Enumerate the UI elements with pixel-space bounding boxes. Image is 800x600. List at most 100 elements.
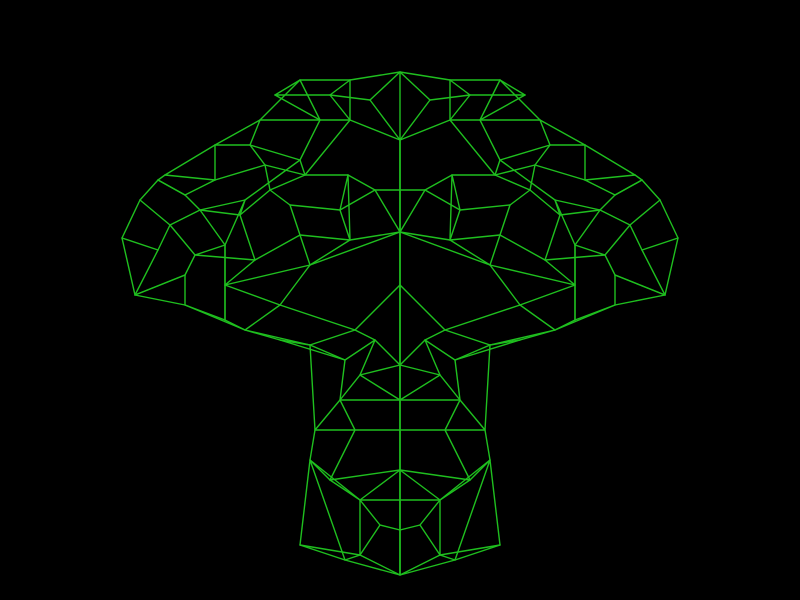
- mesh-edge: [424, 339, 456, 361]
- mesh-edge: [629, 199, 661, 226]
- mesh-edge: [254, 234, 301, 261]
- mesh-edge: [274, 79, 301, 96]
- mesh-edge: [329, 479, 361, 501]
- mesh-edge: [289, 204, 301, 236]
- mesh-edge: [499, 234, 546, 261]
- mesh-edge: [499, 79, 541, 121]
- mesh-edge: [239, 214, 256, 261]
- mesh-edge: [399, 99, 431, 141]
- mesh-edge: [299, 234, 351, 241]
- mesh-edge: [309, 459, 361, 501]
- mesh-edge: [449, 209, 461, 241]
- mesh-edge: [484, 344, 491, 431]
- mesh-edge: [399, 71, 451, 81]
- mesh-edge: [499, 144, 551, 161]
- mesh-edge: [249, 144, 266, 166]
- mesh-edge: [479, 94, 526, 121]
- mesh-edge: [424, 189, 461, 211]
- mesh-edge: [121, 237, 136, 296]
- mesh-edge: [444, 329, 491, 346]
- mesh-edge: [269, 174, 306, 191]
- mesh-edge: [399, 231, 491, 266]
- mesh-edge: [214, 164, 266, 181]
- mesh-edge: [399, 469, 471, 481]
- mesh-edge: [449, 94, 471, 121]
- mesh-edge: [539, 119, 586, 146]
- mesh-edge: [329, 429, 356, 481]
- mesh-edge: [494, 159, 501, 176]
- mesh-edge: [224, 264, 311, 286]
- mesh-edge: [489, 234, 501, 266]
- mesh-edge: [641, 237, 679, 251]
- mesh-edge: [399, 119, 451, 141]
- mesh-edge: [239, 199, 246, 216]
- mesh-edge: [314, 399, 341, 431]
- mesh-edge: [519, 304, 556, 331]
- mesh-edge: [169, 209, 201, 226]
- mesh-edge: [349, 71, 401, 81]
- mesh-edge: [344, 559, 401, 576]
- mesh-edge: [369, 99, 401, 141]
- mesh-edge: [439, 554, 456, 561]
- mesh-edge: [359, 339, 376, 376]
- mesh-edge: [299, 544, 346, 561]
- mesh-edge: [539, 119, 551, 146]
- mesh-edge: [359, 364, 401, 376]
- mesh-edge: [224, 199, 246, 246]
- mesh-edge: [329, 79, 351, 96]
- mesh-edge: [184, 179, 216, 196]
- mesh-edge: [309, 429, 316, 461]
- mesh-edge: [399, 284, 446, 331]
- mesh-edge: [439, 459, 491, 501]
- mesh-edge: [629, 224, 643, 251]
- mesh-edge: [554, 199, 576, 246]
- mesh-edge: [459, 399, 486, 431]
- mesh-edge: [339, 359, 346, 401]
- mesh-edge: [489, 329, 556, 346]
- mesh-edge: [554, 199, 601, 211]
- mesh-edge: [139, 199, 171, 226]
- mesh-edge: [339, 374, 361, 401]
- mesh-edge: [659, 199, 679, 239]
- mesh-edge: [157, 224, 171, 251]
- mesh-edge: [347, 174, 351, 241]
- mesh-edge: [289, 204, 341, 211]
- mesh-edge: [134, 274, 186, 296]
- mesh-edge: [244, 329, 311, 346]
- mesh-edge: [399, 524, 421, 531]
- mesh-edge: [494, 174, 531, 191]
- mesh-edge: [279, 264, 311, 306]
- mesh-edge: [224, 259, 256, 286]
- mesh-edge: [279, 339, 346, 361]
- mesh-edge: [449, 174, 453, 241]
- mesh-edge: [599, 209, 631, 226]
- mesh-edge: [339, 174, 349, 211]
- mesh-edge: [444, 304, 521, 331]
- mesh-edge: [184, 254, 196, 276]
- mesh-edge: [451, 174, 461, 211]
- mesh-edge: [354, 329, 376, 341]
- mesh-edge: [614, 274, 666, 296]
- mesh-edge: [244, 304, 281, 331]
- mesh-edge: [359, 374, 401, 401]
- mesh-edge: [559, 209, 601, 216]
- mesh-edge: [359, 469, 401, 501]
- mesh-edge: [121, 199, 141, 239]
- mesh-edge: [399, 469, 441, 501]
- mesh-edge: [199, 199, 246, 211]
- mesh-edge: [379, 524, 401, 531]
- mesh-edge: [344, 339, 376, 361]
- mesh-edge: [264, 164, 306, 176]
- mesh-edge: [489, 459, 501, 546]
- mesh-edge: [449, 119, 496, 176]
- mesh-edge: [399, 231, 451, 241]
- mesh-edge: [279, 304, 356, 331]
- mesh-edge: [299, 459, 311, 546]
- mesh-edge: [347, 174, 376, 191]
- mesh-edge: [339, 209, 351, 241]
- mesh-edge: [444, 429, 471, 481]
- mesh-edge: [499, 159, 556, 201]
- mesh-edge: [164, 174, 216, 181]
- mesh-edge: [299, 119, 321, 161]
- mesh-edge: [134, 294, 186, 306]
